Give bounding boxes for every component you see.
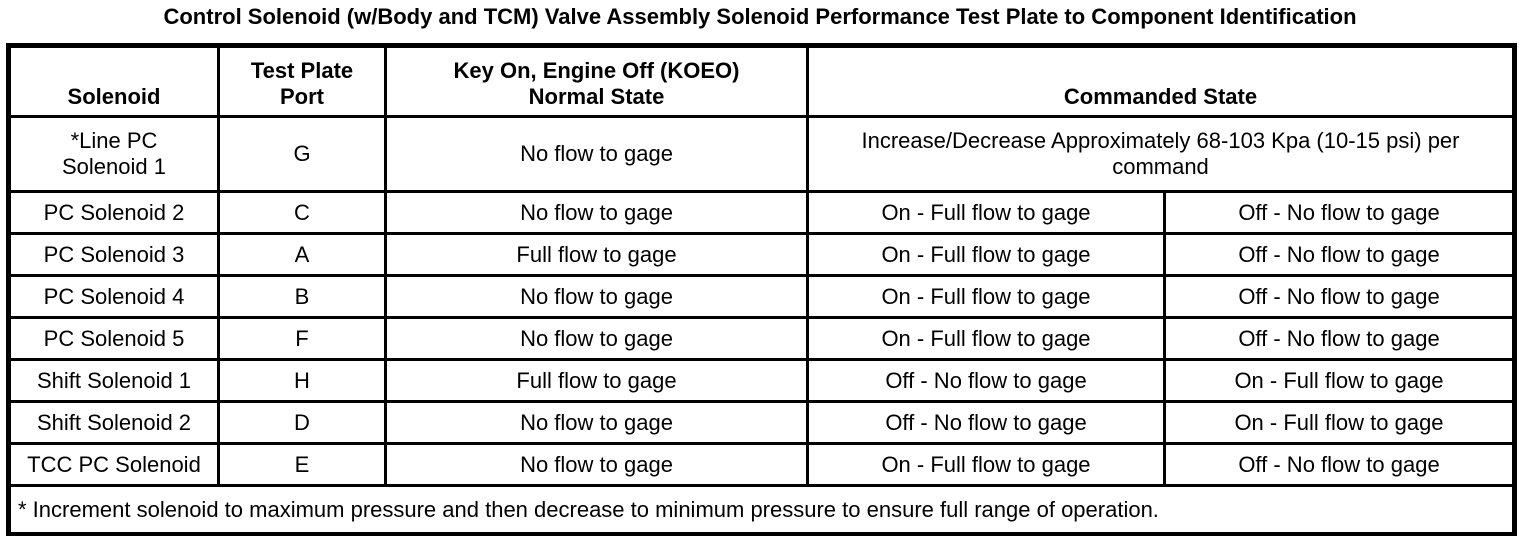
- cell-commanded-1: On - Full flow to gage: [806, 232, 1166, 277]
- table-row-shift-solenoid-2: Shift Solenoid 2 D No flow to gage Off -…: [7, 400, 1516, 445]
- table-row-pc-solenoid-5: PC Solenoid 5 F No flow to gage On - Ful…: [7, 316, 1516, 361]
- cell-normal-state: No flow to gage: [384, 274, 809, 319]
- cell-normal-state: Full flow to gage: [384, 232, 809, 277]
- cell-port: E: [217, 442, 387, 487]
- cell-solenoid: *Line PC Solenoid 1: [7, 115, 220, 193]
- cell-port: B: [217, 274, 387, 319]
- cell-normal-state: Full flow to gage: [384, 358, 809, 403]
- cell-commanded-1: On - Full flow to gage: [806, 190, 1166, 235]
- cell-commanded-2: Off - No flow to gage: [1163, 232, 1516, 277]
- table-row-pc-solenoid-3: PC Solenoid 3 A Full flow to gage On - F…: [7, 232, 1516, 277]
- cell-commanded-2: On - Full flow to gage: [1163, 400, 1516, 445]
- cell-solenoid: PC Solenoid 5: [7, 316, 220, 361]
- col-header-commanded-state: Commanded State: [806, 44, 1516, 118]
- col-header-koeo-line1: Key On, Engine Off (KOEO): [453, 58, 740, 83]
- cell-commanded-1: Off - No flow to gage: [806, 358, 1166, 403]
- cell-commanded-2: Off - No flow to gage: [1163, 274, 1516, 319]
- cell-port: D: [217, 400, 387, 445]
- cell-commanded-1: On - Full flow to gage: [806, 274, 1166, 319]
- cell-port: C: [217, 190, 387, 235]
- cell-commanded-1: On - Full flow to gage: [806, 442, 1166, 487]
- document-page: Control Solenoid (w/Body and TCM) Valve …: [0, 4, 1520, 536]
- cell-port: F: [217, 316, 387, 361]
- cell-commanded-2: Off - No flow to gage: [1163, 190, 1516, 235]
- table-row-tcc-pc-solenoid: TCC PC Solenoid E No flow to gage On - F…: [7, 442, 1516, 487]
- cell-solenoid: TCC PC Solenoid: [7, 442, 220, 487]
- col-header-test-plate-port: Test Plate Port: [217, 44, 387, 118]
- cell-port: H: [217, 358, 387, 403]
- col-header-solenoid: Solenoid: [7, 44, 220, 118]
- cell-commanded-2: Off - No flow to gage: [1163, 442, 1516, 487]
- table-row-line-pc-solenoid-1: *Line PC Solenoid 1 G No flow to gage In…: [7, 115, 1516, 193]
- cell-commanded-state-full: Increase/Decrease Approximately 68-103 K…: [806, 115, 1516, 193]
- table-header-row: Solenoid Test Plate Port Key On, Engine …: [7, 44, 1516, 118]
- table-row-shift-solenoid-1: Shift Solenoid 1 H Full flow to gage Off…: [7, 358, 1516, 403]
- cell-commanded-1: On - Full flow to gage: [806, 316, 1166, 361]
- cell-normal-state: No flow to gage: [384, 316, 809, 361]
- col-header-koeo-normal-state: Key On, Engine Off (KOEO) Normal State: [384, 44, 809, 118]
- cell-commanded-2: On - Full flow to gage: [1163, 358, 1516, 403]
- cell-normal-state: No flow to gage: [384, 190, 809, 235]
- footnote-row: * Increment solenoid to maximum pressure…: [7, 484, 1516, 536]
- cell-solenoid-line2: Solenoid 1: [62, 154, 166, 179]
- col-header-test-plate-port-line2: Port: [280, 84, 324, 109]
- table-row-pc-solenoid-4: PC Solenoid 4 B No flow to gage On - Ful…: [7, 274, 1516, 319]
- cell-commanded-2: Off - No flow to gage: [1163, 316, 1516, 361]
- cell-normal-state: No flow to gage: [384, 400, 809, 445]
- cell-solenoid: Shift Solenoid 1: [7, 358, 220, 403]
- footnote-text: * Increment solenoid to maximum pressure…: [7, 484, 1516, 536]
- page-title: Control Solenoid (w/Body and TCM) Valve …: [163, 4, 1357, 29]
- cell-solenoid: PC Solenoid 2: [7, 190, 220, 235]
- solenoid-performance-table: Solenoid Test Plate Port Key On, Engine …: [6, 43, 1517, 536]
- cell-solenoid: PC Solenoid 3: [7, 232, 220, 277]
- cell-solenoid-line1: *Line PC: [70, 128, 158, 153]
- table-row-pc-solenoid-2: PC Solenoid 2 C No flow to gage On - Ful…: [7, 190, 1516, 235]
- cell-solenoid: PC Solenoid 4: [7, 274, 220, 319]
- cell-port: A: [217, 232, 387, 277]
- col-header-koeo-line2: Normal State: [528, 84, 665, 109]
- cell-commanded-1: Off - No flow to gage: [806, 400, 1166, 445]
- cell-solenoid: Shift Solenoid 2: [7, 400, 220, 445]
- col-header-test-plate-port-line1: Test Plate: [250, 58, 354, 83]
- cell-port: G: [217, 115, 387, 193]
- cell-normal-state: No flow to gage: [384, 442, 809, 487]
- cell-normal-state: No flow to gage: [384, 115, 809, 193]
